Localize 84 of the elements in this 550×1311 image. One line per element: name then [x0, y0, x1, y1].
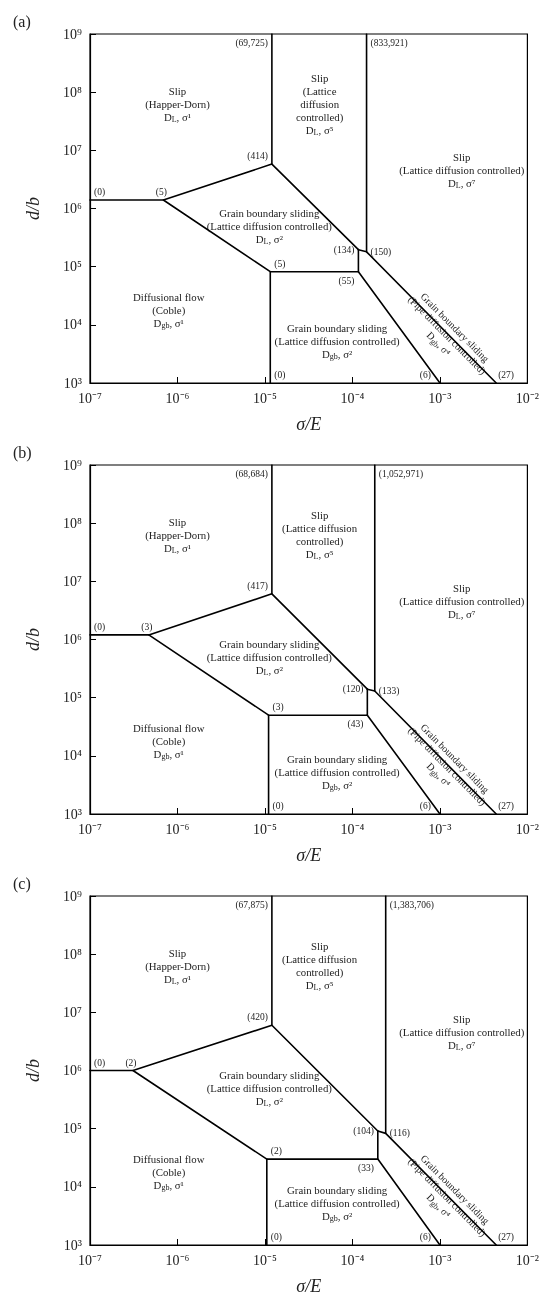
annotation: (0) [272, 801, 284, 812]
y-tick-label: 10⁵ [63, 259, 83, 275]
x-tick-label: 10⁻⁵ [253, 821, 278, 837]
annotation: (120) [342, 684, 364, 696]
y-tick-label: 10⁸ [63, 515, 83, 531]
annotation: (0) [274, 370, 286, 381]
annotation: (104) [353, 1126, 374, 1138]
annotation: (43) [347, 719, 364, 731]
annotation: (0) [94, 621, 106, 633]
annotation: (6) [419, 801, 431, 812]
annotation: (414) [247, 151, 268, 163]
annotation: (55) [338, 275, 355, 287]
y-tick-label: 10⁸ [63, 946, 83, 962]
y-tick-label: 10⁷ [63, 1004, 83, 1020]
chart-title: (a) [13, 12, 31, 31]
annotation: (0) [270, 1232, 282, 1243]
y-tick-label: 10⁶ [63, 632, 83, 647]
x-tick-label: 10⁻³ [428, 1252, 452, 1268]
annotation: (67,875) [235, 900, 268, 911]
x-tick-label: 10⁻² [515, 821, 539, 837]
y-tick-label: 10⁶ [63, 201, 83, 216]
annotation: (150) [370, 246, 392, 258]
annotation: (3) [272, 702, 284, 714]
x-tick-label: 10⁻⁷ [78, 390, 103, 406]
y-tick-label: 10⁶ [63, 1063, 83, 1078]
y-axis-title: d/b [23, 627, 43, 652]
x-tick-label: 10⁻⁶ [165, 390, 190, 406]
annotation: (3) [141, 621, 153, 633]
y-tick-label: 10⁴ [63, 1179, 83, 1195]
annotation: (116) [389, 1128, 410, 1140]
chart-title: (b) [13, 443, 32, 462]
annotation: (2) [270, 1146, 282, 1158]
annotation: (0) [94, 187, 106, 198]
x-tick-label: 10⁻³ [428, 821, 452, 837]
annotation: (5) [155, 187, 167, 198]
annotation: (417) [247, 580, 268, 592]
x-axis-title: σ/E [296, 845, 322, 865]
annotation: (2) [125, 1057, 137, 1069]
y-tick-label: 10⁹ [63, 26, 83, 42]
x-tick-label: 10⁻⁷ [78, 821, 103, 837]
x-tick-label: 10⁻⁵ [253, 1252, 278, 1268]
annotation: (833,921) [370, 38, 408, 49]
annotation: (0) [94, 1057, 106, 1069]
y-tick-label: 10⁵ [63, 690, 83, 706]
annotation: (134) [333, 244, 355, 256]
annotation: (68,684) [235, 469, 268, 480]
x-axis-title: σ/E [296, 414, 322, 434]
annotation: (1,383,706) [389, 900, 435, 911]
annotation: (420) [247, 1012, 268, 1024]
y-tick-label: 10⁸ [63, 84, 83, 100]
annotation: (27) [498, 801, 515, 812]
x-tick-label: 10⁻⁶ [165, 821, 190, 837]
y-axis-title: d/b [23, 1058, 43, 1083]
annotation: (5) [274, 258, 286, 270]
y-tick-label: 10⁹ [63, 457, 83, 473]
x-tick-label: 10⁻⁴ [340, 1252, 365, 1268]
y-tick-label: 10³ [63, 806, 82, 822]
x-tick-label: 10⁻² [515, 1252, 539, 1268]
y-tick-label: 10⁹ [63, 888, 83, 904]
annotation: (69,725) [235, 38, 268, 49]
chart-title: (c) [13, 874, 31, 893]
x-axis-title: σ/E [296, 1276, 322, 1296]
x-tick-label: 10⁻⁷ [78, 1252, 103, 1268]
x-tick-label: 10⁻⁵ [253, 390, 278, 406]
annotation: (27) [498, 1232, 515, 1243]
annotation: (6) [419, 370, 431, 381]
y-tick-label: 10⁷ [63, 142, 83, 158]
annotation: (27) [498, 370, 515, 381]
x-tick-label: 10⁻⁴ [340, 390, 365, 406]
x-tick-label: 10⁻² [515, 390, 539, 406]
y-tick-label: 10⁴ [63, 748, 83, 764]
x-tick-label: 10⁻⁴ [340, 821, 365, 837]
x-tick-label: 10⁻³ [428, 390, 452, 406]
annotation: (6) [419, 1232, 431, 1243]
annotation: (33) [357, 1163, 374, 1175]
y-tick-label: 10⁵ [63, 1121, 83, 1137]
y-axis-title: d/b [23, 196, 43, 221]
x-tick-label: 10⁻⁶ [165, 1252, 190, 1268]
y-tick-label: 10³ [63, 1237, 82, 1253]
y-tick-label: 10⁷ [63, 573, 83, 589]
y-tick-label: 10³ [63, 375, 82, 391]
annotation: (133) [378, 686, 400, 698]
annotation: (1,052,971) [378, 469, 424, 480]
y-tick-label: 10⁴ [63, 317, 83, 333]
